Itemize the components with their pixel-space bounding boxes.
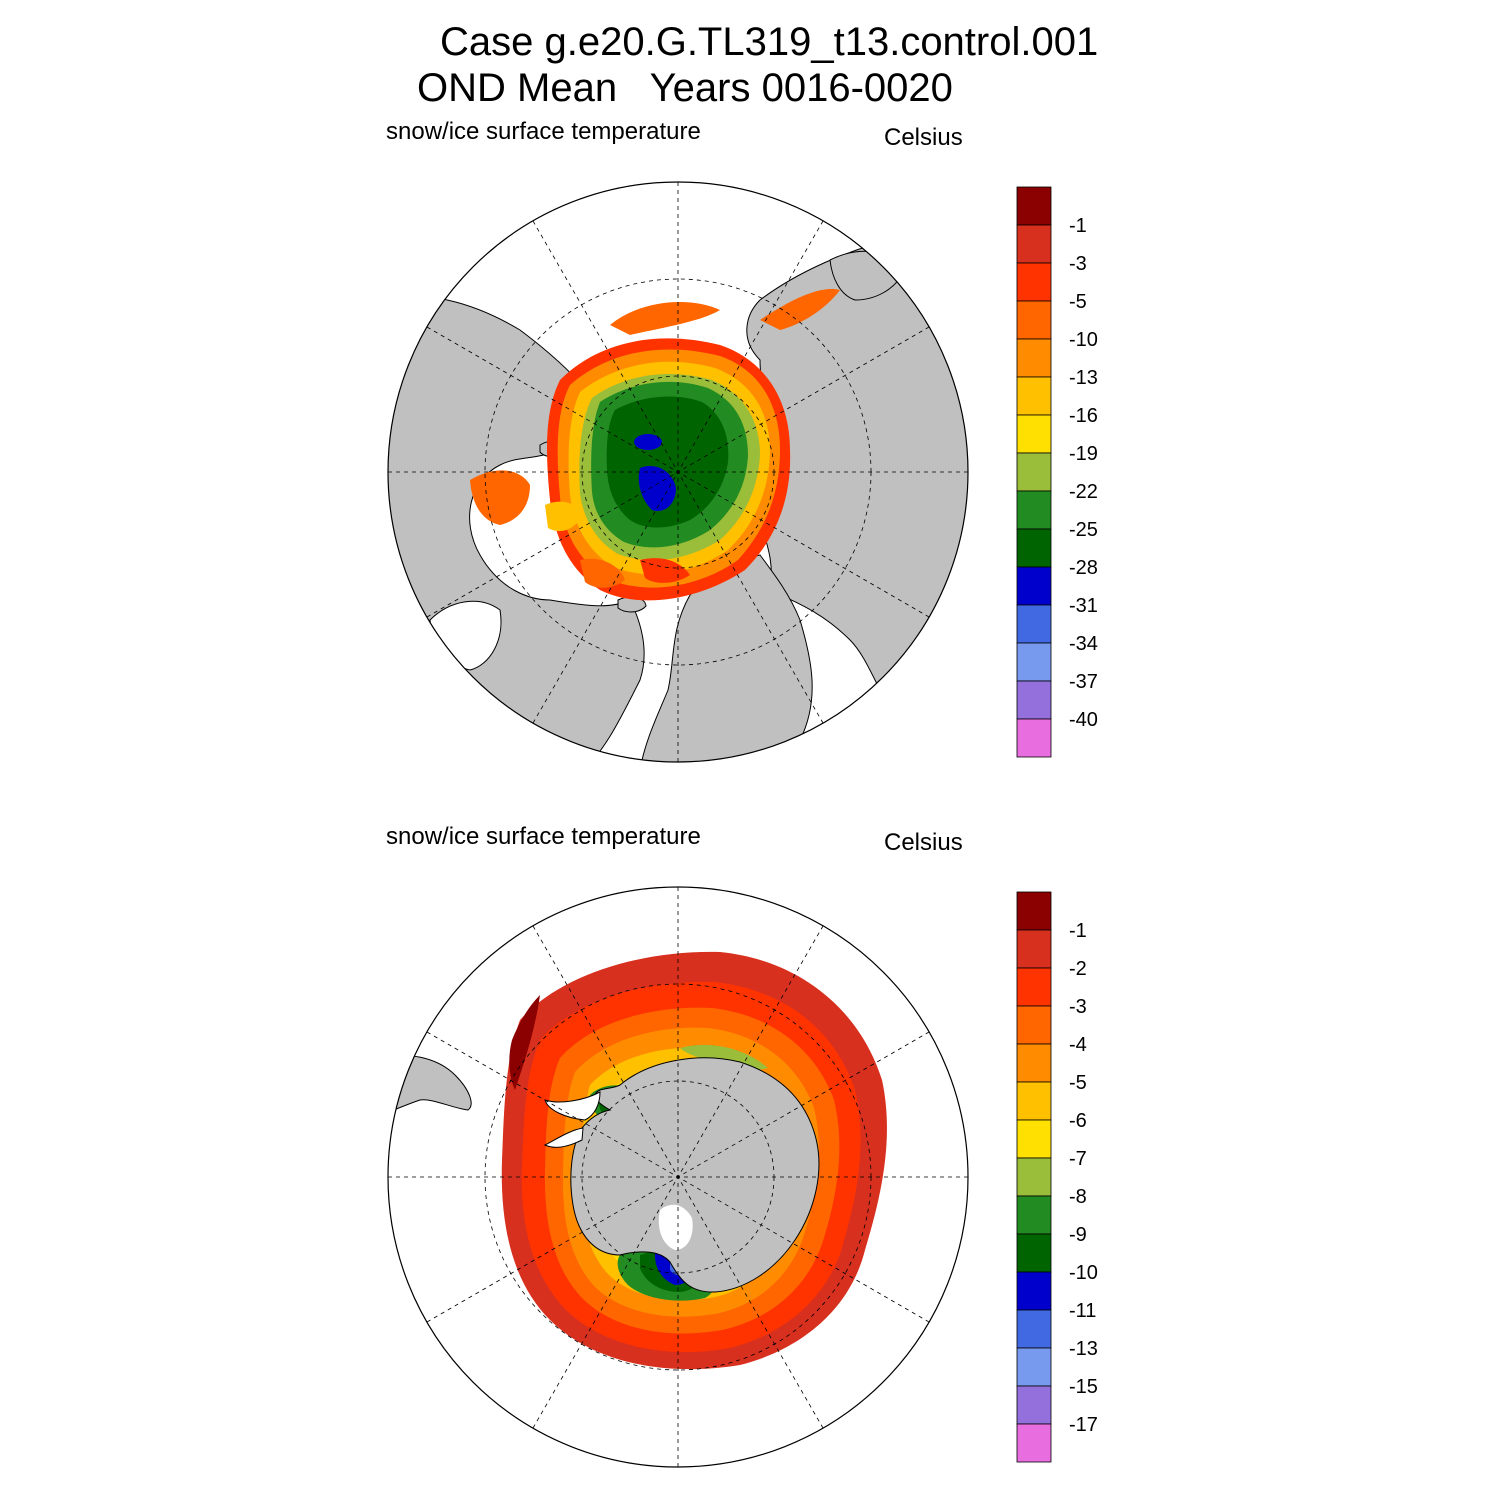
south-colorbar-swatch xyxy=(1016,1119,1052,1159)
south-polar-map xyxy=(387,886,969,1468)
north-colorbar-swatch xyxy=(1016,338,1052,378)
north-polar-map xyxy=(387,181,969,763)
south-colorbar-tick-label: -7 xyxy=(1069,1148,1087,1170)
north-colorbar-swatch xyxy=(1016,186,1052,226)
north-colorbar-tick-label: -22 xyxy=(1069,481,1098,503)
north-colorbar-swatch xyxy=(1016,680,1052,720)
south-colorbar-tick-label: -8 xyxy=(1069,1186,1087,1208)
south-colorbar-tick-label: -6 xyxy=(1069,1110,1087,1132)
south-colorbar-swatch xyxy=(1016,1271,1052,1311)
north-colorbar-swatch xyxy=(1016,718,1052,758)
south-colorbar-swatch xyxy=(1016,929,1052,969)
north-colorbar-tick-label: -5 xyxy=(1069,291,1087,313)
south-field-label: snow/ice surface temperature xyxy=(386,823,701,850)
north-colorbar-tick-label: -3 xyxy=(1069,253,1087,275)
south-colorbar-swatch xyxy=(1016,1005,1052,1045)
title-case: Case g.e20.G.TL319_t13.control.001 xyxy=(440,20,1099,64)
south-colorbar-tick-label: -5 xyxy=(1069,1072,1087,1094)
south-colorbar-swatch xyxy=(1016,1423,1052,1463)
south-colorbar-tick-label: -10 xyxy=(1069,1262,1098,1284)
north-colorbar-swatch xyxy=(1016,528,1052,568)
north-colorbar-swatch xyxy=(1016,604,1052,644)
south-colorbar-swatch xyxy=(1016,1233,1052,1273)
north-field-label: snow/ice surface temperature xyxy=(386,118,701,145)
south-colorbar-tick-label: -17 xyxy=(1069,1414,1098,1436)
south-colorbar-swatch xyxy=(1016,1309,1052,1349)
north-colorbar-tick-label: -40 xyxy=(1069,709,1098,731)
north-colorbar-tick-label: -37 xyxy=(1069,671,1098,693)
south-colorbar-swatch xyxy=(1016,1081,1052,1121)
south-colorbar-tick-label: -3 xyxy=(1069,996,1087,1018)
south-colorbar-swatch xyxy=(1016,1043,1052,1083)
north-colorbar-swatch xyxy=(1016,566,1052,606)
north-colorbar-swatch xyxy=(1016,490,1052,530)
north-colorbar-tick-label: -28 xyxy=(1069,557,1098,579)
north-colorbar-tick-label: -13 xyxy=(1069,367,1098,389)
north-colorbar-swatch xyxy=(1016,300,1052,340)
south-units-label: Celsius xyxy=(884,829,963,856)
north-colorbar-tick-label: -19 xyxy=(1069,443,1098,465)
north-colorbar-tick-label: -34 xyxy=(1069,633,1098,655)
south-colorbar-swatch xyxy=(1016,1347,1052,1387)
south-colorbar-tick-label: -15 xyxy=(1069,1376,1098,1398)
north-colorbar-swatch xyxy=(1016,414,1052,454)
south-colorbar-tick-label: -2 xyxy=(1069,958,1087,980)
north-colorbar-tick-label: -1 xyxy=(1069,215,1087,237)
north-colorbar-tick-label: -10 xyxy=(1069,329,1098,351)
north-colorbar-tick-label: -31 xyxy=(1069,595,1098,617)
south-colorbar-tick-label: -13 xyxy=(1069,1338,1098,1360)
north-graticule xyxy=(388,182,968,762)
south-colorbar-swatch xyxy=(1016,1157,1052,1197)
north-units-label: Celsius xyxy=(884,124,963,151)
south-graticule xyxy=(388,887,968,1467)
north-colorbar-swatch xyxy=(1016,642,1052,682)
south-colorbar-tick-label: -4 xyxy=(1069,1034,1087,1056)
south-colorbar-swatch xyxy=(1016,1195,1052,1235)
south-colorbar-tick-label: -1 xyxy=(1069,920,1087,942)
north-colorbar-swatch xyxy=(1016,262,1052,302)
north-colorbar-tick-label: -16 xyxy=(1069,405,1098,427)
south-colorbar-tick-label: -9 xyxy=(1069,1224,1087,1246)
north-colorbar-swatch xyxy=(1016,224,1052,264)
north-colorbar-swatch xyxy=(1016,376,1052,416)
south-colorbar-swatch xyxy=(1016,967,1052,1007)
north-colorbar-tick-label: -25 xyxy=(1069,519,1098,541)
title-period: OND Mean Years 0016-0020 xyxy=(417,66,953,110)
south-colorbar-swatch xyxy=(1016,1385,1052,1425)
south-colorbar-swatch xyxy=(1016,891,1052,931)
south-colorbar-tick-label: -11 xyxy=(1069,1300,1096,1322)
south-colorbar: -1 -2 -3 -4 -5 -6 -7 -8 -9 -10 -11 -13 -15 -17 xyxy=(1016,891,1098,1463)
north-colorbar-swatch xyxy=(1016,452,1052,492)
north-colorbar: -1 -3 -5 -10 -13 -16 -19 -22 -25 -28 -31 -34 -37 -40 xyxy=(1016,186,1098,758)
south-antarctica xyxy=(570,1057,820,1293)
